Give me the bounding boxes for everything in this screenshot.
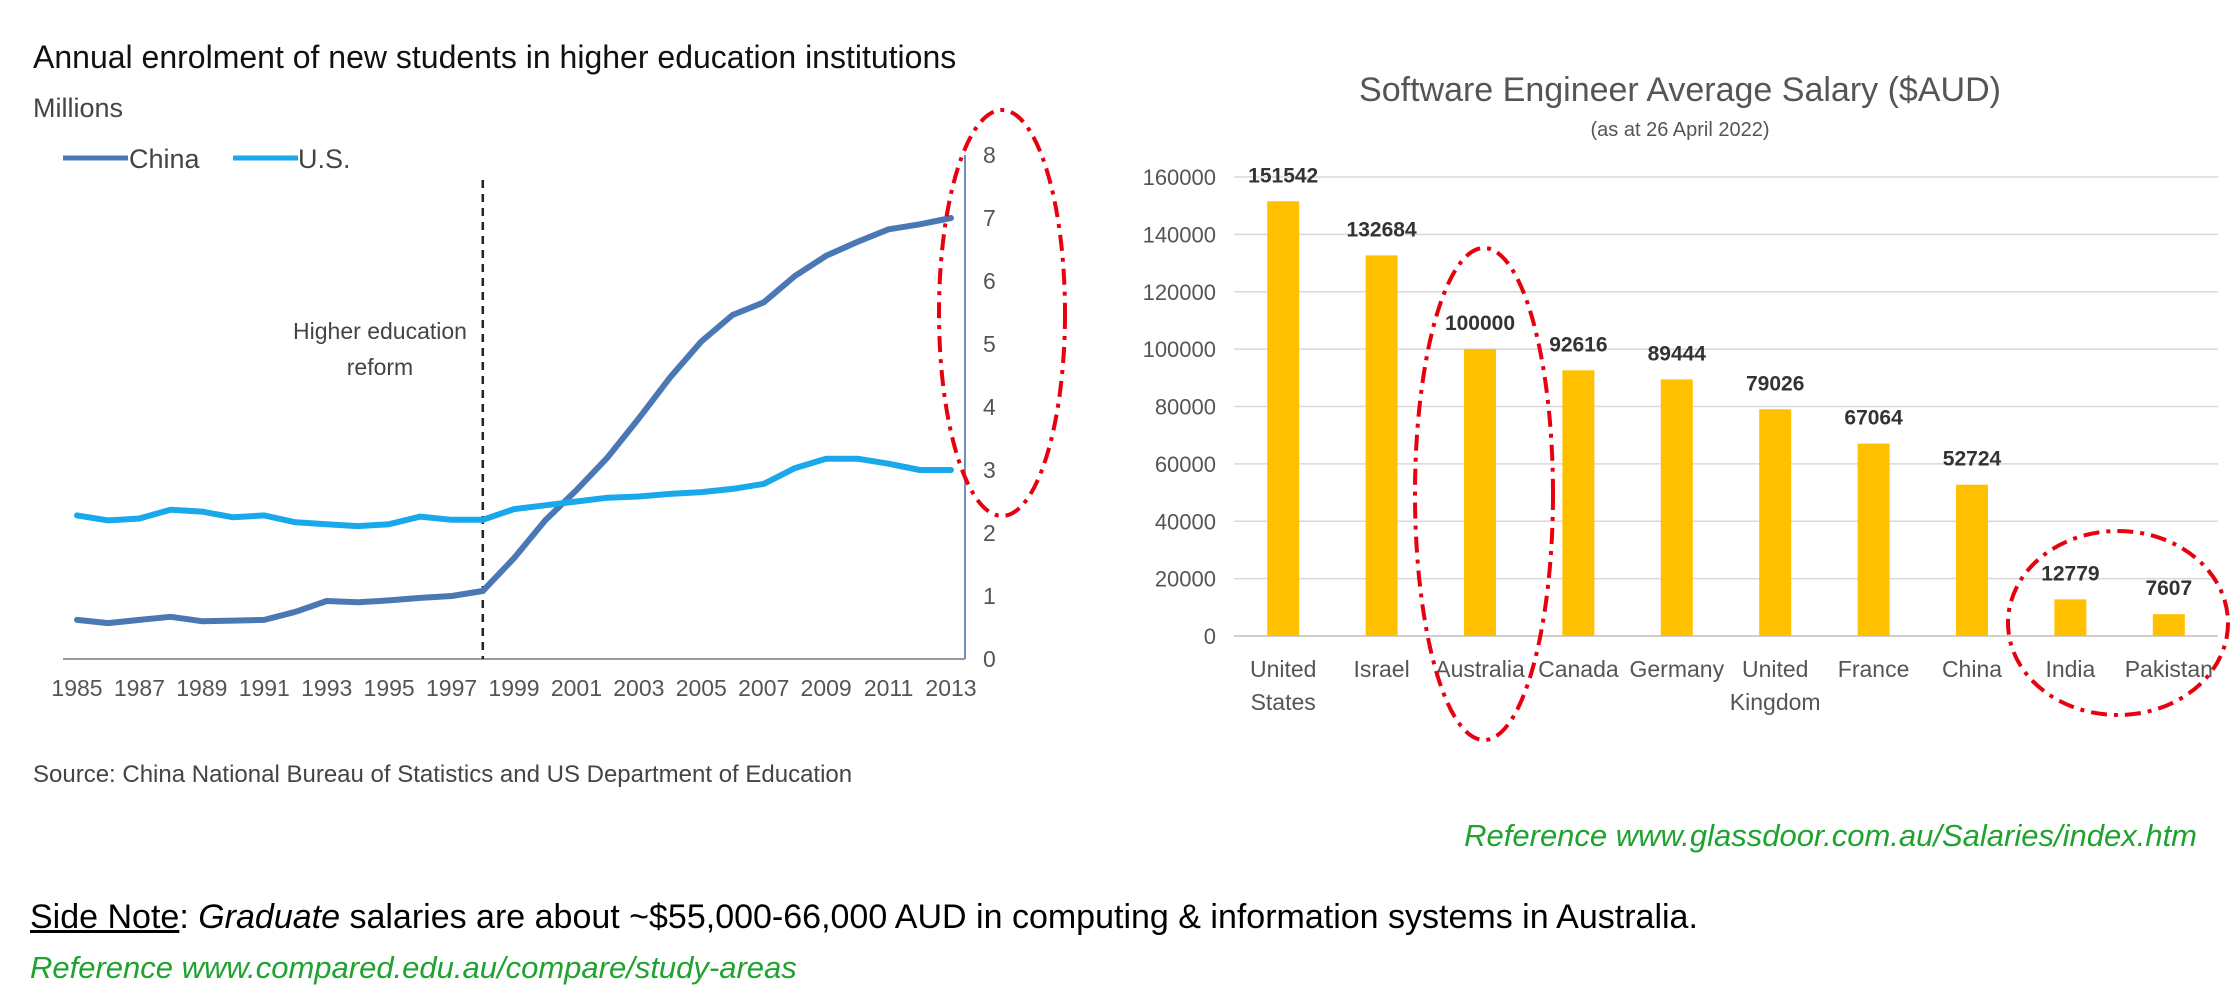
bar-y-tick-label: 20000 xyxy=(1155,567,1216,592)
line-y-tick-label: 8 xyxy=(983,142,996,168)
side-note-text: salaries are about ~$55,000-66,000 AUD i… xyxy=(340,898,1698,936)
salary-value-label: 7607 xyxy=(2145,577,2192,600)
line-chart-source: Source: China National Bureau of Statist… xyxy=(33,761,852,788)
bar-x-tick-label: Kingdom xyxy=(1730,689,1821,715)
line-x-tick-label: 2005 xyxy=(676,675,727,701)
salary-bar xyxy=(1464,349,1496,636)
bar-chart-subtitle: (as at 26 April 2022) xyxy=(1591,119,1770,141)
salary-value-label: 151542 xyxy=(1248,164,1318,187)
line-chart-title: Annual enrolment of new students in high… xyxy=(33,39,956,75)
line-y-tick-label: 5 xyxy=(983,331,996,357)
bar-y-tick-label: 140000 xyxy=(1143,222,1216,247)
salary-bar xyxy=(1759,409,1792,636)
line-x-tick-label: 1985 xyxy=(51,675,102,701)
line-y-tick-label: 3 xyxy=(983,457,996,483)
salary-reference-link[interactable]: Reference www.glassdoor.com.au/Salaries/… xyxy=(1464,818,2197,853)
bar-x-tick-label: Pakistan xyxy=(2125,656,2213,682)
bar-x-tick-label: United xyxy=(1742,656,1808,682)
bar-y-tick-label: 160000 xyxy=(1143,165,1216,190)
line-x-tick-label: 2001 xyxy=(551,675,602,701)
line-chart-series xyxy=(74,215,954,627)
legend-label-china: China xyxy=(129,144,201,174)
bar-y-tick-label: 100000 xyxy=(1143,337,1216,362)
line-x-tick-label: 2011 xyxy=(864,675,913,701)
line-chart-y-axis-label: Millions xyxy=(33,93,123,123)
salary-value-label: 89444 xyxy=(1648,342,1707,365)
line-chart-y-ticks: 0 1 2 3 4 5 6 7 8 xyxy=(983,142,996,672)
line-x-tick-label: 1993 xyxy=(301,675,352,701)
salary-value-label: 67064 xyxy=(1844,407,1903,430)
bar-y-tick-label: 120000 xyxy=(1143,280,1216,305)
line-y-tick-label: 0 xyxy=(983,646,996,672)
salary-bar xyxy=(1267,201,1300,636)
enrolment-line-chart: Annual enrolment of new students in high… xyxy=(33,39,1067,788)
bar-x-tick-label: United xyxy=(1250,656,1316,682)
line-chart-x-ticks: 1985 1987 1989 1991 1993 1995 1997 1999 2001 2003… xyxy=(51,675,976,701)
salary-value-label: 92616 xyxy=(1549,333,1607,356)
salary-value-label: 132684 xyxy=(1347,218,1417,241)
bar-x-tick-label: Australia xyxy=(1435,656,1525,682)
salary-bar xyxy=(2054,599,2087,636)
line-x-tick-label: 1995 xyxy=(364,675,415,701)
highlight-ellipse-y-axis xyxy=(937,108,1067,518)
salary-bar xyxy=(1365,255,1398,636)
bar-x-tick-label: Israel xyxy=(1353,656,1409,682)
salary-bar xyxy=(1956,484,1988,636)
bar-chart-x-ticks: United States Israel Australia Canada Germany… xyxy=(1250,656,2213,715)
highlight-ellipse-australia xyxy=(1413,246,1555,742)
side-note-colon: : xyxy=(179,898,199,936)
bar-chart-bars xyxy=(1267,201,2185,636)
highlight-ellipse-india-pakistan xyxy=(2006,529,2230,717)
bar-chart-value-labels: 151542 132684 100000 92616 89444 79026 67064 52… xyxy=(1248,164,2192,600)
bar-x-tick-label: France xyxy=(1838,656,1910,682)
bar-y-tick-label: 80000 xyxy=(1155,395,1216,420)
bar-y-tick-label: 40000 xyxy=(1155,509,1216,534)
salary-bar xyxy=(1562,370,1595,636)
line-chart-legend: China U.S. xyxy=(63,144,351,174)
line-x-tick-label: 2013 xyxy=(925,675,976,701)
bar-chart-y-ticks: 0 20000 40000 60000 80000 100000 120000 140000 1… xyxy=(1143,165,1216,649)
salary-value-label: 52724 xyxy=(1943,448,2002,471)
salary-bar xyxy=(1857,443,1890,636)
legend-label-us: U.S. xyxy=(298,144,351,174)
bar-x-tick-label: Canada xyxy=(1538,656,1619,682)
bar-chart-title: Software Engineer Average Salary ($AUD) xyxy=(1359,71,2001,109)
bar-x-tick-label: India xyxy=(2045,656,2095,682)
study-areas-reference-link[interactable]: Reference www.compared.edu.au/compare/st… xyxy=(30,950,797,985)
line-x-tick-label: 1997 xyxy=(426,675,477,701)
line-x-tick-label: 2003 xyxy=(613,675,664,701)
line-x-tick-label: 1989 xyxy=(176,675,227,701)
line-y-tick-label: 4 xyxy=(983,394,996,420)
line-y-tick-label: 7 xyxy=(983,205,996,231)
line-x-tick-label: 1987 xyxy=(114,675,165,701)
salary-bar-chart: Software Engineer Average Salary ($AUD) … xyxy=(1143,71,2230,742)
line-y-tick-label: 2 xyxy=(983,520,996,546)
salary-bar xyxy=(2152,614,2185,636)
line-x-tick-label: 1991 xyxy=(239,675,290,701)
bar-x-tick-label: China xyxy=(1942,656,2002,682)
salary-value-label: 12779 xyxy=(2041,562,2099,585)
line-series-china xyxy=(74,215,954,627)
side-note: Side Note: Graduate salaries are about ~… xyxy=(30,898,1698,937)
line-y-tick-label: 6 xyxy=(983,268,996,294)
side-note-emphasis: Graduate xyxy=(198,898,340,936)
line-y-tick-label: 1 xyxy=(983,583,996,609)
bar-x-tick-label: Germany xyxy=(1630,656,1725,682)
salary-value-label: 100000 xyxy=(1445,312,1515,335)
side-note-label: Side Note xyxy=(30,898,180,936)
bar-y-tick-label: 60000 xyxy=(1155,452,1216,477)
salary-value-label: 79026 xyxy=(1746,372,1804,395)
line-x-tick-label: 2009 xyxy=(801,675,852,701)
bar-x-tick-label: States xyxy=(1251,689,1316,715)
line-series-us xyxy=(74,455,954,530)
line-x-tick-label: 1999 xyxy=(488,675,539,701)
bar-y-tick-label: 0 xyxy=(1204,624,1216,649)
line-x-tick-label: 2007 xyxy=(738,675,789,701)
reform-annotation-line1: Higher education xyxy=(293,318,467,344)
reform-annotation-line2: reform xyxy=(347,354,413,380)
bar-chart-gridlines xyxy=(1234,176,2218,637)
salary-bar xyxy=(1660,379,1693,636)
